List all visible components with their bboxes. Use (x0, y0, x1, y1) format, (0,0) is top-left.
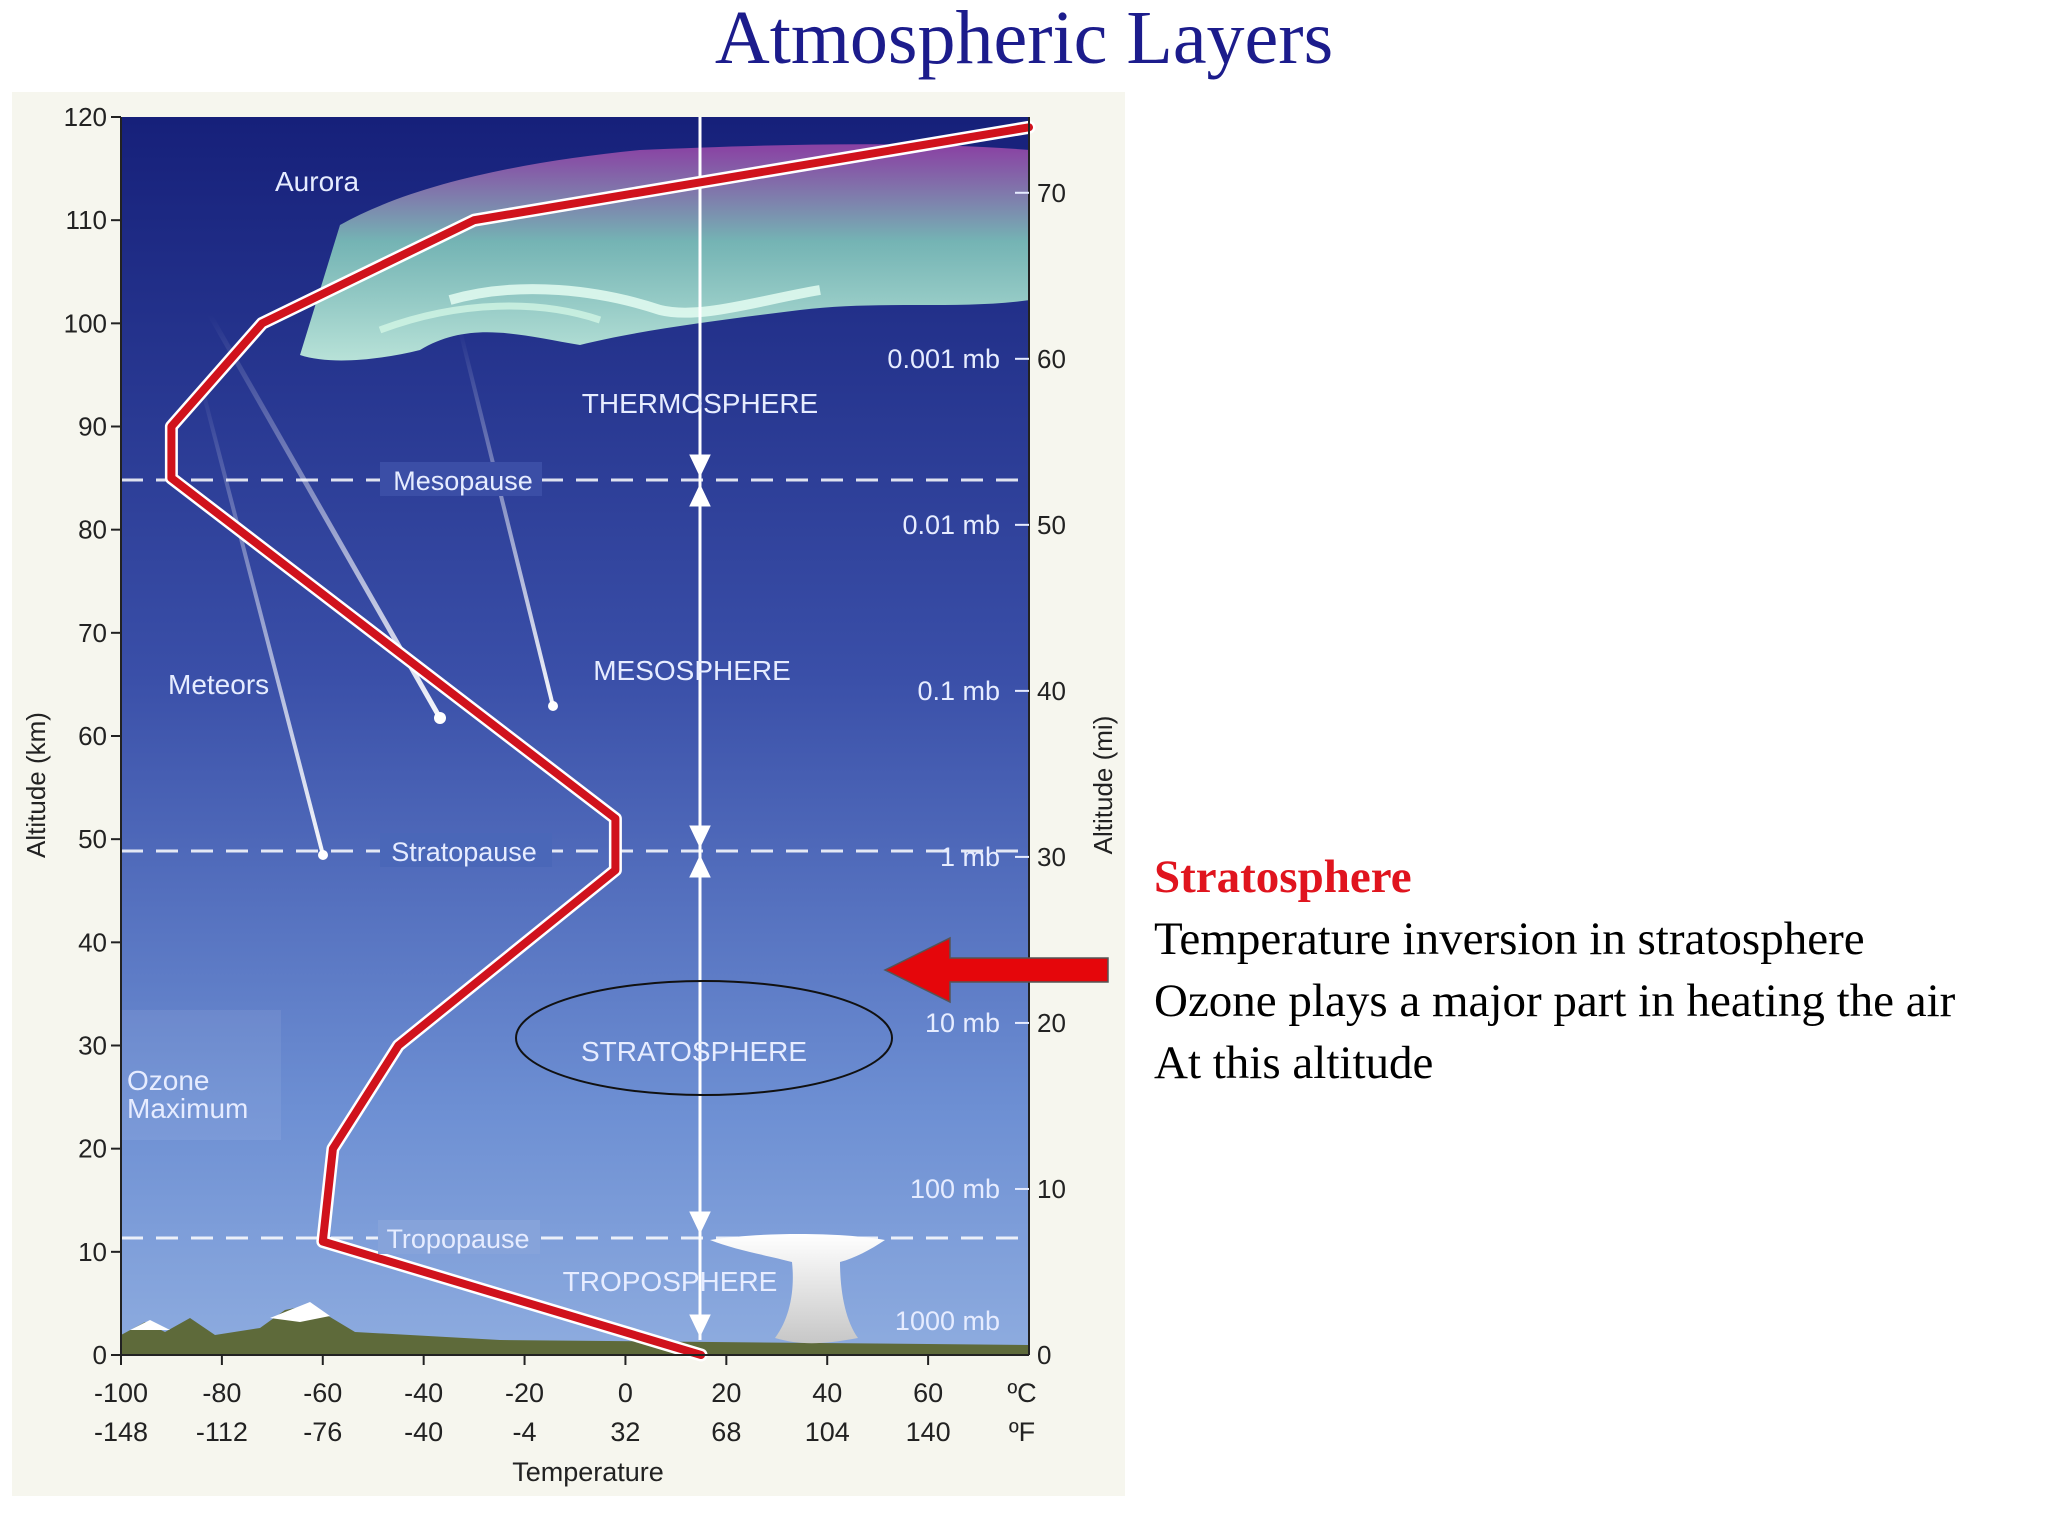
cloud-illustration (710, 1234, 885, 1344)
aurora-label: Aurora (275, 166, 359, 197)
bottom-axis-ticks: -100-148-80-112-60-76-40-40-20-403220684… (94, 1355, 951, 1447)
tropopause-label: Tropopause (386, 1224, 529, 1254)
fahrenheit-tick-label: 32 (610, 1417, 640, 1447)
left-tick-label: 40 (78, 927, 107, 957)
fahrenheit-tick-label: -112 (196, 1417, 248, 1447)
troposphere-label: TROPOSPHERE (563, 1266, 778, 1297)
celsius-unit-label: ºC (1007, 1378, 1036, 1408)
notes-line-1: Temperature inversion in stratosphere (1154, 913, 1865, 965)
celsius-tick-label: -20 (505, 1378, 544, 1408)
left-tick-label: 50 (78, 824, 107, 854)
right-tick-label: 70 (1037, 178, 1066, 208)
left-tick-label: 10 (78, 1237, 107, 1267)
notes-line-3: At this altitude (1154, 1037, 1434, 1089)
x-axis-label: Temperature (512, 1457, 664, 1487)
ozone-label-line1: Ozone (127, 1065, 210, 1096)
fahrenheit-tick-label: 140 (906, 1417, 951, 1447)
fahrenheit-tick-label: -76 (303, 1417, 342, 1447)
left-tick-label: 120 (64, 102, 107, 132)
celsius-tick-label: -100 (94, 1378, 148, 1408)
celsius-tick-label: -60 (303, 1378, 342, 1408)
left-tick-label: 0 (93, 1340, 107, 1370)
celsius-tick-label: 0 (618, 1378, 633, 1408)
stratosphere-label: STRATOSPHERE (581, 1036, 807, 1067)
left-tick-label: 60 (78, 721, 107, 751)
notes-block: Stratosphere Temperature inversion in st… (1154, 846, 1955, 1094)
right-axis-ticks: 0 10 20 30 40 50 60 70 (1015, 178, 1066, 1370)
celsius-tick-label: 40 (812, 1378, 842, 1408)
right-tick-label: 20 (1037, 1008, 1066, 1038)
right-tick-label: 60 (1037, 344, 1066, 374)
right-tick-label: 0 (1037, 1340, 1051, 1370)
fahrenheit-tick-label: -148 (94, 1417, 148, 1447)
fahrenheit-tick-label: 68 (711, 1417, 741, 1447)
celsius-tick-label: 60 (913, 1378, 943, 1408)
boundary-lines (121, 478, 1029, 1240)
aurora-illustration (300, 144, 1030, 361)
right-tick-label: 40 (1037, 676, 1066, 706)
celsius-tick-label: -80 (202, 1378, 241, 1408)
thermosphere-label: THERMOSPHERE (582, 388, 818, 419)
celsius-tick-label: -40 (404, 1378, 443, 1408)
pressure-labels: 0.001 mb 0.01 mb 0.1 mb 1 mb 10 mb 100 mb 1000… (887, 344, 1000, 1336)
left-tick-label: 100 (64, 308, 107, 338)
pressure-label: 100 mb (910, 1174, 1000, 1204)
fahrenheit-tick-label: -40 (404, 1417, 443, 1447)
slide-title: Atmospheric Layers (714, 0, 1334, 80)
mesosphere-label: MESOSPHERE (593, 655, 791, 686)
pressure-label: 0.1 mb (917, 676, 1000, 706)
right-tick-label: 10 (1037, 1174, 1066, 1204)
left-tick-label: 20 (78, 1134, 107, 1164)
fahrenheit-tick-label: -4 (513, 1417, 537, 1447)
left-tick-label: 80 (78, 515, 107, 545)
stratosphere-highlight-ellipse (515, 980, 893, 1096)
meteors-label: Meteors (168, 669, 269, 700)
notes-line-2: Ozone plays a major part in heating the … (1154, 975, 1956, 1027)
mesopause-label: Mesopause (393, 466, 533, 496)
temperature-profile-line (167, 123, 1033, 1359)
pressure-label: 1 mb (940, 842, 1000, 872)
pressure-label: 0.01 mb (902, 510, 1000, 540)
pressure-label: 1000 mb (895, 1306, 1000, 1336)
left-tick-label: 90 (78, 412, 107, 442)
left-tick-label: 110 (66, 205, 107, 235)
left-tick-label: 70 (78, 618, 107, 648)
ground-illustration (121, 1302, 1029, 1355)
ozone-region (121, 1010, 281, 1140)
left-tick-label: 30 (78, 1031, 107, 1061)
y-axis-left-label: Altitude (km) (21, 712, 51, 858)
right-tick-label: 50 (1037, 510, 1066, 540)
pressure-label: 10 mb (925, 1008, 1000, 1038)
pressure-label: 0.001 mb (887, 344, 1000, 374)
stratopause-label: Stratopause (391, 837, 537, 867)
fahrenheit-tick-label: 104 (805, 1417, 850, 1447)
celsius-tick-label: 20 (711, 1378, 741, 1408)
ozone-label-line2: Maximum (127, 1093, 248, 1124)
right-tick-label: 30 (1037, 842, 1066, 872)
y-axis-right-label: Altitude (mi) (1088, 716, 1118, 855)
notes-heading: Stratosphere (1154, 851, 1412, 903)
red-arrow-icon (883, 936, 1109, 1004)
fahrenheit-unit-label: ºF (1009, 1417, 1035, 1447)
layer-arrows (689, 117, 711, 1340)
left-axis-ticks: 0 10 20 30 40 50 60 70 80 90 100 110 120 (64, 102, 121, 1370)
